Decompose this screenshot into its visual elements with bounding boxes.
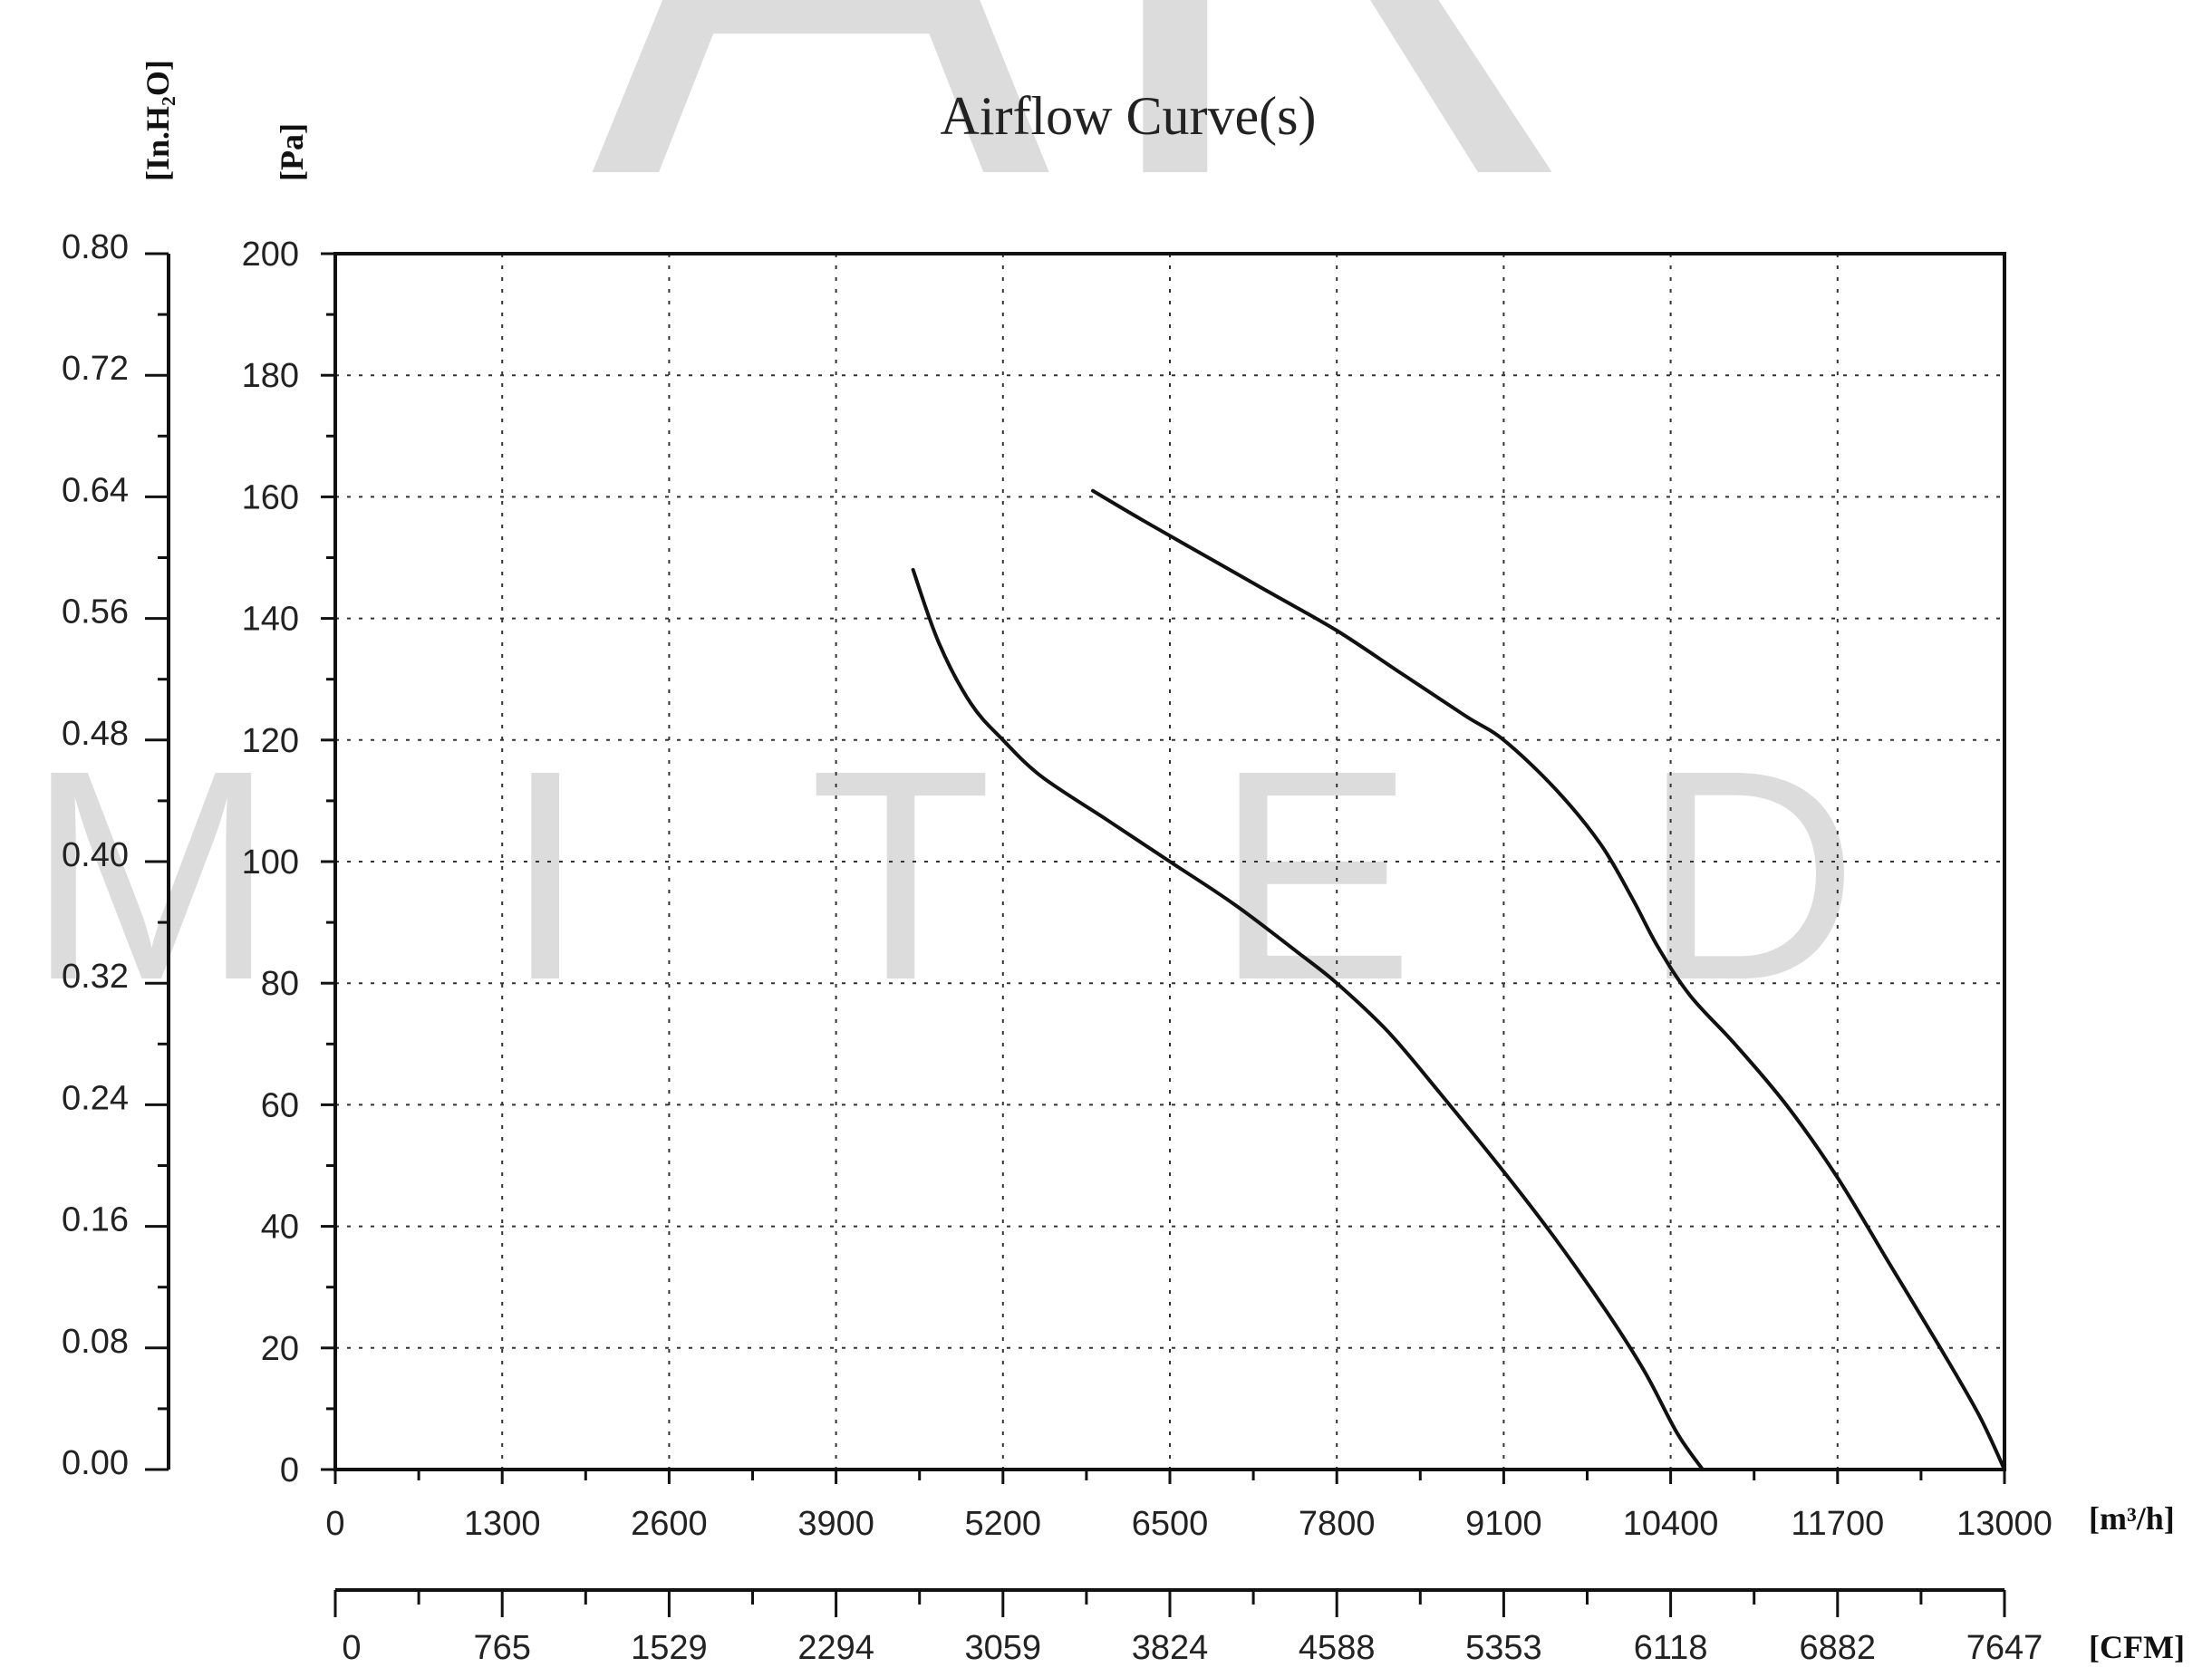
y2-tick-label: 0.80 [62,228,129,266]
x2-tick-label: 3059 [965,1629,1042,1667]
y-tick-label: 40 [261,1209,299,1247]
x2-tick-label: 7647 [1966,1629,2043,1667]
x-tick-label: 1300 [464,1505,541,1543]
y2-axis-label: [In.H₂O] [140,60,176,181]
y-tick-label: 80 [261,965,299,1003]
x-tick-label: 6500 [1132,1505,1209,1543]
watermark: AR M I T E D [26,0,1930,1042]
y2-tick-label: 0.32 [62,958,129,996]
grid [335,254,2004,1470]
y-tick-label: 60 [261,1086,299,1124]
y-tick-label: 140 [242,601,299,639]
y2-tick-label: 0.48 [62,715,129,753]
y2-tick-label: 0.00 [62,1444,129,1482]
y2-tick-label: 0.72 [62,350,129,388]
y-tick-label: 0 [280,1451,299,1489]
x2-tick-label: 0 [342,1629,361,1667]
watermark-top-text: AR [591,0,1620,319]
y2-tick-label: 0.16 [62,1201,129,1239]
x2-tick-label: 765 [473,1629,530,1667]
x2-axis-label: [CFM] [2089,1629,2185,1665]
x-tick-label: 3900 [797,1505,874,1543]
x2-tick-label: 3824 [1132,1629,1209,1667]
x-tick-label: 0 [325,1505,344,1543]
y-tick-label: 20 [261,1330,299,1368]
x2-tick-label: 6118 [1634,1629,1708,1667]
x2-tick-label: 1529 [631,1629,708,1667]
y-axis-label: [Pa] [274,123,310,181]
x-tick-label: 9100 [1465,1505,1542,1543]
x2-tick-label: 5353 [1465,1629,1542,1667]
y2-tick-label: 0.40 [62,836,129,874]
watermark-middle-text: M I T E D [26,708,1930,1042]
x-axis-label: [m³/h] [2089,1500,2175,1537]
x-tick-label: 11700 [1791,1505,1884,1543]
series-line-1 [911,567,1705,1471]
y-tick-label: 200 [242,236,299,274]
x-tick-label: 7800 [1299,1505,1376,1543]
x-tick-label: 5200 [965,1505,1042,1543]
x2-tick-label: 6882 [1800,1629,1877,1667]
y-tick-label: 120 [242,722,299,760]
y2-tick-label: 0.08 [62,1323,129,1361]
series [911,488,2006,1471]
x2-tick-label: 2294 [797,1629,874,1667]
x-tick-label: 10400 [1623,1505,1719,1543]
y-tick-label: 160 [242,478,299,516]
y2-tick-label: 0.64 [62,471,129,509]
y-tick-label: 100 [242,843,299,882]
x-tick-label: 13000 [1956,1505,2053,1543]
y-tick-label: 180 [242,357,299,395]
chart-title: Airflow Curve(s) [941,86,1317,146]
x2-tick-label: 4588 [1299,1629,1376,1667]
y2-tick-label: 0.24 [62,1079,129,1117]
series-line-2 [1091,488,2006,1471]
axes: 0 20 40 60 80 100 120 140 160 180 200 0.00 0.08 0.16 0… [62,228,2053,1667]
y2-tick-label: 0.56 [62,593,129,631]
x-tick-label: 2600 [631,1505,708,1543]
